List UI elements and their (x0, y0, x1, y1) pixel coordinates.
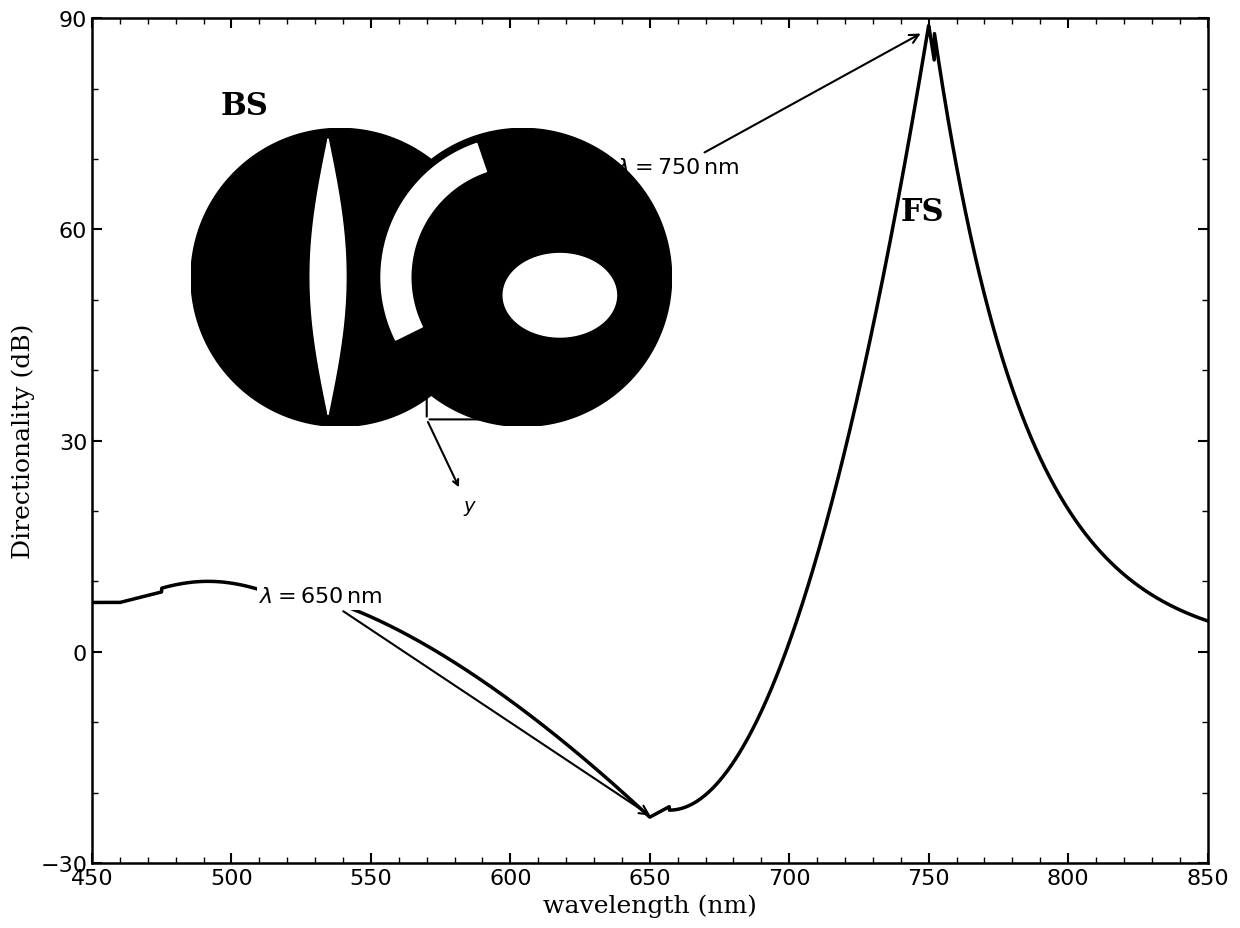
Y-axis label: Directionality (dB): Directionality (dB) (11, 324, 35, 559)
X-axis label: wavelength (nm): wavelength (nm) (543, 894, 756, 917)
Text: BS: BS (221, 91, 268, 122)
Text: $\lambda = 650\,\mathrm{nm}$: $\lambda = 650\,\mathrm{nm}$ (259, 586, 649, 815)
Polygon shape (191, 129, 489, 427)
Text: $\lambda = 750\,\mathrm{nm}$: $\lambda = 750\,\mathrm{nm}$ (616, 35, 919, 179)
Polygon shape (381, 144, 486, 341)
Text: FS: FS (900, 197, 945, 227)
Text: $x$: $x$ (435, 307, 449, 326)
Text: $z$: $z$ (511, 399, 523, 417)
Polygon shape (310, 139, 346, 415)
Polygon shape (373, 129, 672, 427)
Polygon shape (503, 254, 616, 338)
Text: $y$: $y$ (463, 498, 477, 518)
